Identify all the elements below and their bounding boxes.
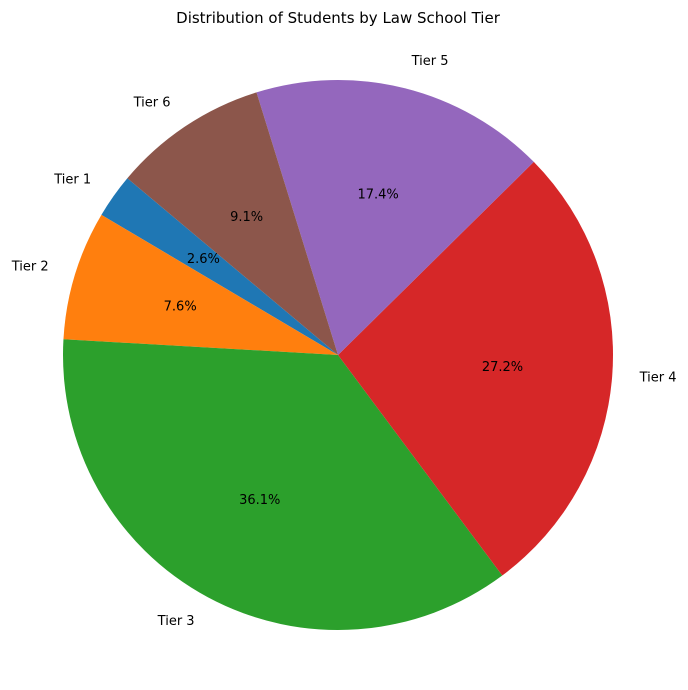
slice-label-tier-2: Tier 2 xyxy=(11,259,49,274)
slices-layer xyxy=(62,80,614,631)
pie-slice-tier-4 xyxy=(338,161,614,576)
slice-label-tier-3: Tier 3 xyxy=(157,614,195,629)
percent-label-tier-2: 7.6% xyxy=(164,299,197,314)
slice-label-tier-6: Tier 6 xyxy=(133,96,171,111)
chart-title: Distribution of Students by Law School T… xyxy=(176,9,501,27)
percent-label-tier-3: 36.1% xyxy=(239,493,280,508)
slice-label-tier-1: Tier 1 xyxy=(53,173,91,188)
percent-label-tier-6: 9.1% xyxy=(230,210,263,225)
pie-slice-tier-2 xyxy=(63,214,338,355)
pie-slice-tier-5 xyxy=(256,80,534,356)
slice-label-tier-4: Tier 4 xyxy=(639,371,677,386)
pie-slice-tier-6 xyxy=(127,92,338,356)
percent-label-tier-4: 27.2% xyxy=(482,360,523,375)
percent-label-tier-5: 17.4% xyxy=(357,187,398,202)
slice-label-tier-5: Tier 5 xyxy=(411,54,449,69)
pie-slice-tier-1 xyxy=(101,178,338,355)
pie-slice-tier-3 xyxy=(62,339,503,631)
percent-label-tier-1: 2.6% xyxy=(187,252,220,267)
labels-layer: Tier 1 2.6% Tier 2 7.6% Tier 3 36.1% Tier 4 27.… xyxy=(11,54,677,629)
